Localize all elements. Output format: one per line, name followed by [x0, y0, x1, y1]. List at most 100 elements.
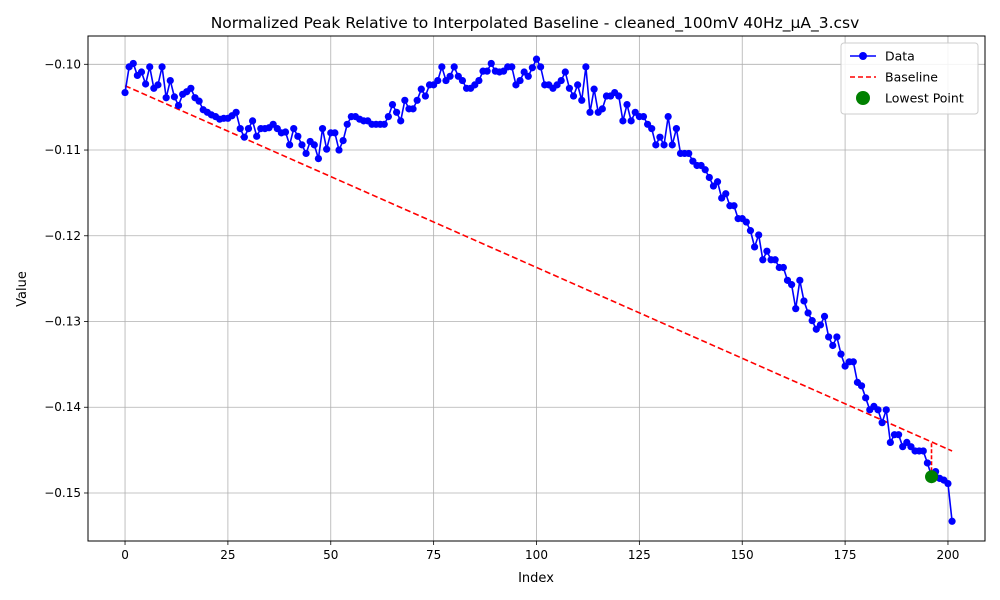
data-point: [413, 96, 421, 104]
data-point: [569, 92, 578, 100]
data-point: [487, 59, 495, 68]
x-axis-label: Index: [518, 571, 554, 586]
data-point: [146, 63, 154, 71]
data-point: [759, 256, 767, 264]
data-point: [458, 76, 467, 85]
x-tick-label: 75: [426, 548, 441, 562]
data-point: [483, 67, 491, 75]
data-point: [302, 149, 310, 158]
data-point: [170, 93, 179, 101]
data-point: [244, 124, 253, 133]
x-tick-label: 200: [937, 548, 960, 562]
data-point: [882, 406, 890, 414]
data-point: [586, 108, 594, 116]
data-point: [253, 132, 261, 140]
data-point: [582, 63, 590, 71]
data-point: [705, 173, 713, 182]
data-point: [623, 100, 631, 109]
y-tick-label: −0.12: [44, 229, 81, 243]
legend-baseline-label: Baseline: [885, 70, 938, 85]
data-point: [755, 231, 763, 239]
baseline-line: [124, 84, 953, 452]
data-point: [804, 309, 812, 317]
data-point: [829, 341, 837, 350]
data-point: [310, 141, 318, 149]
data-point: [335, 146, 343, 154]
legend: Data Baseline Lowest Point: [840, 42, 979, 115]
data-point: [475, 76, 483, 85]
data-point: [195, 97, 203, 105]
x-tick-label: 150: [731, 548, 754, 562]
data-point: [792, 305, 800, 313]
data-point: [380, 120, 388, 128]
data-point: [174, 101, 183, 110]
data-point: [837, 350, 845, 358]
y-tick-label: −0.10: [44, 57, 81, 71]
data-point: [796, 276, 804, 284]
data-point: [878, 419, 886, 427]
data-point: [862, 394, 870, 402]
data-point: [746, 227, 755, 235]
data-point: [137, 68, 146, 76]
data-point: [154, 81, 162, 89]
data-point: [652, 141, 660, 149]
data-point: [713, 178, 722, 186]
data-point: [656, 133, 664, 141]
data-point: [446, 72, 454, 80]
data-point: [236, 124, 244, 133]
y-tick-label: −0.14: [44, 400, 81, 414]
y-tick-label: −0.15: [44, 486, 81, 500]
data-point: [886, 438, 894, 447]
x-tick-label: 25: [220, 548, 235, 562]
data-point: [281, 128, 290, 136]
x-tick-label: 175: [834, 548, 857, 562]
data-point: [524, 72, 532, 80]
data-point: [434, 76, 442, 85]
data-point: [248, 117, 257, 125]
legend-lowest-marker: [856, 91, 870, 105]
data-point: [537, 63, 545, 71]
data-point: [833, 333, 841, 341]
data-point: [286, 141, 294, 149]
data-point: [763, 247, 771, 255]
x-tick-label: 0: [121, 548, 129, 562]
data-point: [557, 76, 565, 85]
data-point: [894, 431, 903, 439]
data-point: [849, 358, 857, 366]
data-layer: [121, 55, 956, 525]
x-axis: 0 25 50 75 100 125 150 175 200: [121, 541, 959, 562]
data-point: [508, 63, 516, 71]
data-point: [730, 202, 738, 210]
legend-box: [840, 42, 979, 115]
data-point: [771, 256, 779, 264]
data-point: [516, 76, 524, 85]
legend-lowest-label: Lowest Point: [885, 91, 964, 106]
data-point: [672, 124, 680, 133]
data-point: [417, 85, 425, 93]
data-point: [318, 124, 327, 133]
data-point: [825, 333, 833, 341]
data-point: [923, 459, 931, 467]
data-point: [948, 517, 956, 525]
data-point: [323, 145, 331, 153]
data-point: [240, 133, 248, 141]
data-point: [384, 112, 392, 121]
data-point: [919, 447, 927, 455]
data-point: [788, 281, 796, 289]
data-point: [232, 108, 240, 116]
y-tick-label: −0.11: [44, 143, 81, 157]
chart-title: Normalized Peak Relative to Interpolated…: [211, 14, 860, 33]
lowest-point-layer: [925, 470, 939, 484]
data-point: [779, 263, 787, 272]
data-point: [615, 92, 623, 100]
x-tick-label: 125: [628, 548, 651, 562]
data-point: [701, 166, 709, 174]
data-point: [290, 124, 298, 133]
data-point: [820, 312, 829, 320]
data-point: [343, 120, 351, 128]
data-point: [298, 141, 306, 149]
lowest-point-marker: [925, 470, 939, 484]
data-point: [421, 92, 430, 100]
data-point: [664, 112, 672, 121]
